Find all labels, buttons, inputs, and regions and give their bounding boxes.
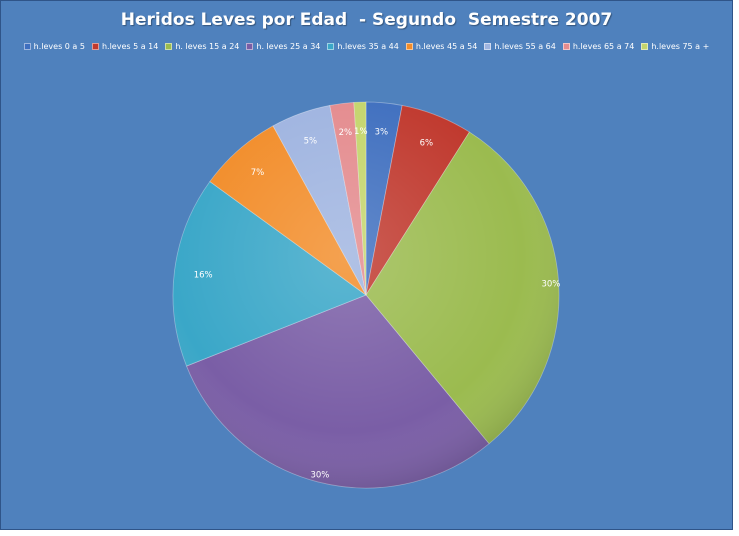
legend-swatch bbox=[641, 43, 649, 50]
legend-item: h.leves 5 a 14 bbox=[91, 42, 159, 51]
legend-item: h.leves 55 a 64 bbox=[484, 42, 556, 51]
legend-item: h.leves 45 a 54 bbox=[405, 42, 478, 51]
legend-swatch bbox=[327, 43, 335, 50]
legend-label: h.leves 5 a 14 bbox=[101, 42, 159, 51]
slice-data-label: 6% bbox=[420, 139, 434, 149]
slice-data-label: 5% bbox=[304, 137, 318, 147]
legend-label: h. leves 25 a 34 bbox=[256, 42, 321, 51]
slice-data-label: 30% bbox=[541, 279, 560, 289]
slice-data-label: 7% bbox=[251, 168, 265, 178]
legend-label: h.leves 65 a 74 bbox=[572, 42, 635, 51]
legend-label: h.leves 55 a 64 bbox=[494, 42, 556, 51]
slice-data-label: 16% bbox=[194, 270, 213, 280]
legend-label: h. leves 15 a 24 bbox=[175, 42, 240, 51]
legend-swatch bbox=[246, 43, 254, 50]
legend-label: h.leves 35 a 44 bbox=[337, 42, 399, 51]
slice-data-label: 3% bbox=[375, 128, 389, 138]
slice-data-label: 2% bbox=[339, 128, 353, 138]
legend-item: h. leves 15 a 24 bbox=[165, 42, 239, 51]
chart-legend: h.leves 0 a 5 h.leves 5 a 14 h. leves 15 a… bbox=[1, 42, 732, 51]
legend-swatch bbox=[91, 43, 99, 50]
legend-label: h.leves 0 a 5 bbox=[33, 42, 85, 51]
legend-item: h.leves 75 a + bbox=[641, 42, 709, 51]
legend-item: h.leves 35 a 44 bbox=[327, 42, 399, 51]
legend-swatch bbox=[562, 43, 570, 50]
chart-title: Heridos Leves por Edad - Segundo Semestr… bbox=[120, 10, 613, 30]
legend-item: h. leves 25 a 34 bbox=[246, 42, 320, 51]
legend-swatch bbox=[484, 43, 492, 50]
slice-data-label: 30% bbox=[310, 471, 329, 481]
legend-swatch bbox=[405, 43, 413, 50]
legend-swatch bbox=[165, 43, 173, 50]
slice-data-label: 1% bbox=[354, 127, 368, 137]
legend-item: h.leves 0 a 5 bbox=[23, 42, 85, 51]
legend-label: h.leves 75 a + bbox=[651, 42, 710, 51]
legend-item: h.leves 65 a 74 bbox=[562, 42, 635, 51]
legend-swatch bbox=[23, 43, 31, 50]
legend-label: h.leves 45 a 54 bbox=[415, 42, 478, 51]
